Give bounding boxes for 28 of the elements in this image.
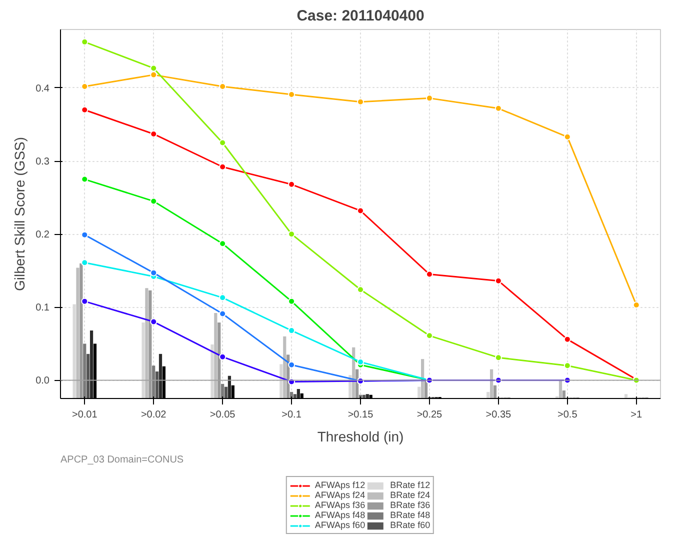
- x-tick-label: >0.25: [416, 410, 443, 420]
- x-tick-label: >0.15: [348, 410, 374, 420]
- x-tick-label: >0.01: [72, 410, 98, 420]
- x-tick-label: >0.35: [486, 410, 512, 420]
- legend-label: BRate f12: [390, 480, 430, 490]
- chart-title: Case: 2011040400: [296, 8, 424, 24]
- y-tick-label: 0.3: [36, 156, 50, 168]
- x-tick-label: >1: [630, 410, 642, 420]
- legend-label: AFWAps f12: [314, 480, 366, 490]
- legend-label: AFWAps f24: [314, 490, 366, 500]
- x-tick-label: >0.1: [282, 410, 302, 420]
- y-tick-label: 0.1: [36, 302, 50, 314]
- y-tick-label: 0.2: [36, 230, 50, 241]
- y-axis-title: Gilbert Skill Score (GSS): [12, 136, 28, 292]
- y-tick-label: 0.4: [36, 83, 50, 94]
- legend-label: BRate f36: [390, 500, 430, 510]
- x-tick-label: >0.02: [140, 410, 167, 420]
- legend-label: AFWAps f60: [314, 520, 366, 530]
- x-axis-title: Threshold (in): [317, 428, 404, 444]
- text: APCP_03 Domain=CONUS: [60, 454, 184, 466]
- y-tick-label: 0.0: [36, 376, 50, 387]
- legend-label: BRate f60: [390, 520, 430, 530]
- x-tick-label: >0.5: [558, 410, 578, 420]
- legend-label: AFWAps f36: [314, 500, 366, 510]
- legend-label: BRate f48: [390, 510, 430, 520]
- legend-label: AFWAps f48: [314, 510, 366, 520]
- x-tick-label: >0.05: [210, 410, 236, 420]
- legend-label: BRate f24: [390, 490, 430, 500]
